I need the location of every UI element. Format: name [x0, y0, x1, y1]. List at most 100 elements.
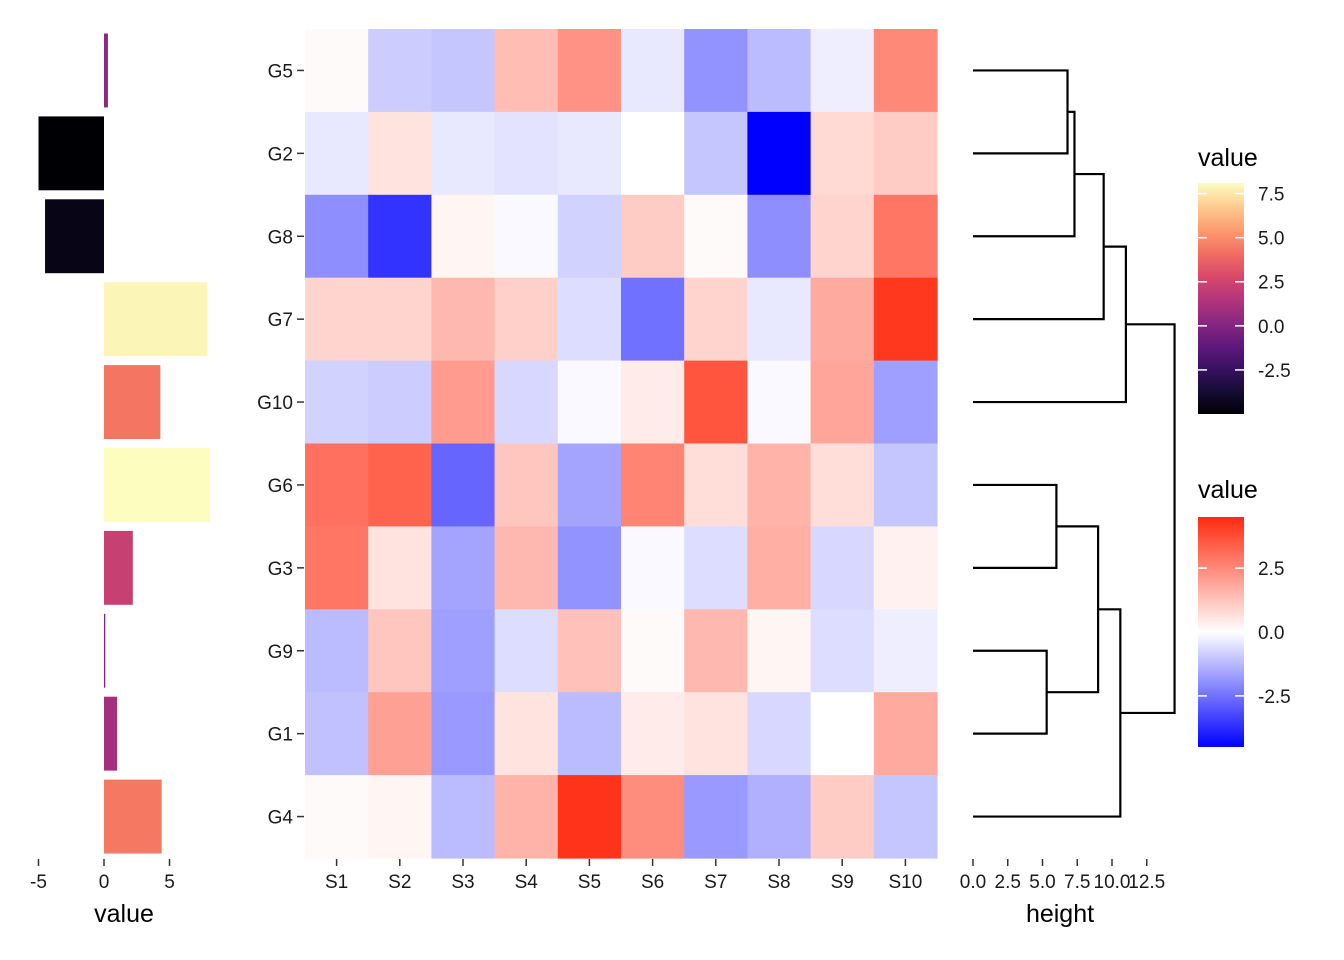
heatmap-cell	[368, 194, 432, 279]
heatmap-cell	[810, 526, 875, 610]
heatmap-cell	[557, 775, 622, 859]
bar-legend-label: 7.5	[1258, 185, 1284, 206]
bar	[104, 282, 208, 357]
heatmap-cell	[747, 111, 812, 196]
heatmap-cell	[494, 443, 559, 527]
heatmap-cell	[873, 29, 938, 113]
bar-x-axis-title: value	[94, 900, 154, 928]
heatmap-cell	[621, 194, 685, 279]
heatmap-cell	[305, 360, 369, 445]
heatmap-cell	[684, 526, 748, 610]
heatmap-cell	[557, 194, 622, 279]
heatmap-row-label: G9	[268, 642, 293, 663]
bar	[45, 199, 104, 274]
heatmap-cell	[684, 111, 748, 196]
bar	[104, 696, 118, 771]
bar-legend-title: value	[1198, 144, 1258, 172]
heatmap-cell	[873, 526, 938, 610]
heatmap-cell	[368, 775, 432, 859]
heatmap-cell	[747, 29, 812, 113]
dendrogram-x-tick-label: 12.5	[1128, 872, 1165, 893]
heatmap-cell	[873, 692, 938, 776]
heatmap-cell	[494, 111, 559, 196]
bar-legend-label: 0.0	[1258, 317, 1284, 338]
heatmap-cell	[684, 692, 748, 776]
heatmap-cell	[810, 692, 875, 776]
heatmap-cell	[431, 526, 496, 610]
dendrogram-branch	[973, 649, 1048, 735]
heatmap-cell	[557, 443, 622, 527]
heatmap-cell	[368, 443, 432, 527]
heatmap-cell	[494, 360, 559, 445]
heatmap-cell	[621, 609, 685, 693]
heatmap-col-label: S3	[451, 872, 474, 893]
heatmap-cell	[810, 775, 875, 859]
bar	[38, 116, 104, 191]
heatmap-cell	[305, 111, 369, 196]
heatmap-cell	[684, 29, 748, 113]
heatmap-panel: G5 G2 G8 G7 G10 G6 G3 G9 G1 G4 S1 S2 S3 S4 S5 S6 S7 S8 S9 S…	[257, 29, 938, 893]
heatmap-cell	[305, 692, 369, 776]
heatmap-col-label: S1	[325, 872, 348, 893]
bar-color-legend: 7.5 5.0 2.5 0.0 -2.5	[1198, 183, 1291, 414]
heatmap-cell	[621, 692, 685, 776]
heatmap-cell	[431, 194, 496, 279]
bar	[104, 779, 162, 854]
heatmap-row-label: G6	[268, 476, 293, 497]
heatmap-cell	[431, 360, 496, 445]
bar-legend-colorbar	[1198, 183, 1244, 414]
heatmap-cell	[557, 29, 622, 113]
heatmap-cell	[368, 609, 432, 693]
heatmap-cell	[494, 526, 559, 610]
heatmap-cell	[684, 775, 748, 859]
heatmap-legend-title: value	[1198, 476, 1258, 504]
heatmap-cell	[621, 29, 685, 113]
heatmap-cell	[431, 692, 496, 776]
dendrogram-branch	[973, 483, 1058, 569]
heatmap-cell	[368, 692, 432, 776]
heatmap-row-label: G5	[268, 61, 293, 82]
heatmap-cell	[747, 194, 812, 279]
heatmap-cell	[747, 609, 812, 693]
heatmap-row-label: G1	[268, 725, 293, 746]
heatmap-row-label: G10	[257, 393, 293, 414]
bar-x-tick-label: 0	[99, 872, 110, 893]
heatmap-col-label: S10	[888, 872, 922, 893]
heatmap-row-label: G4	[268, 808, 294, 829]
dendrogram-branch	[973, 69, 1069, 155]
heatmap-legend-label: 0.0	[1258, 623, 1284, 644]
heatmap-cell	[873, 194, 938, 279]
heatmap-cell	[810, 609, 875, 693]
heatmap-cell	[494, 277, 559, 362]
dendrogram-branch	[973, 172, 1105, 321]
heatmap-cell	[305, 194, 369, 279]
bar-x-tick-label: -5	[30, 872, 47, 893]
heatmap-cell	[621, 277, 685, 362]
heatmap-legend-label: 2.5	[1258, 559, 1284, 580]
dendrogram-branch	[1046, 525, 1100, 694]
bar-legend-label: 5.0	[1258, 229, 1284, 250]
heatmap-col-label: S5	[578, 872, 601, 893]
heatmap-cell	[368, 111, 432, 196]
bar-panel: -5 0 5	[30, 33, 211, 893]
dendrogram-x-tick-label: 10.0	[1094, 872, 1131, 893]
heatmap-col-label: S2	[388, 872, 411, 893]
heatmap-col-label: S6	[641, 872, 664, 893]
heatmap-cell	[557, 692, 622, 776]
heatmap-legend-label: -2.5	[1258, 687, 1291, 708]
heatmap-cell	[557, 526, 622, 610]
heatmap-cell	[684, 194, 748, 279]
heatmap-cell	[873, 360, 938, 445]
heatmap-row-label: G3	[268, 559, 293, 580]
heatmap-cell	[368, 526, 432, 610]
heatmap-col-label: S7	[704, 872, 727, 893]
heatmap-row-label: G7	[268, 310, 293, 331]
heatmap-cell	[494, 29, 559, 113]
heatmap-cell	[305, 775, 369, 859]
heatmap-cell	[684, 609, 748, 693]
bar-legend-label: -2.5	[1258, 361, 1291, 382]
heatmap-cell	[621, 526, 685, 610]
heatmap-cell	[684, 277, 748, 362]
heatmap-cell	[557, 360, 622, 445]
heatmap-cell	[810, 277, 875, 362]
